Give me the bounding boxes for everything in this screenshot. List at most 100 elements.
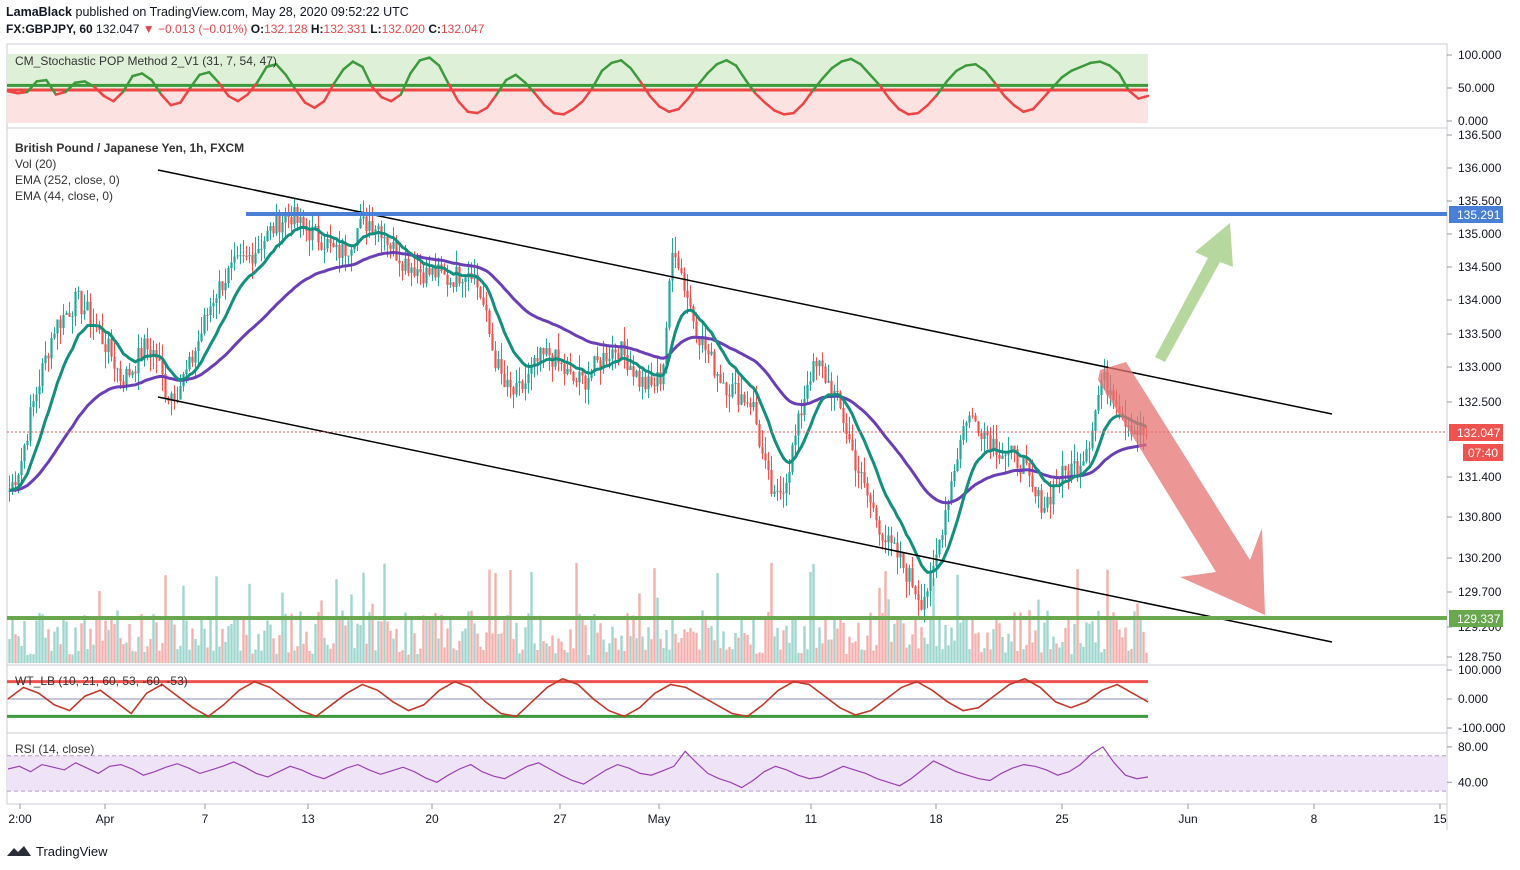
stoch-segment — [1127, 89, 1140, 100]
volume-bar — [32, 654, 35, 663]
volume-bar — [734, 632, 737, 663]
volume-bar — [437, 638, 440, 663]
volume-bar — [578, 613, 581, 663]
stoch-segment — [16, 90, 29, 95]
time-tick-label: 11 — [805, 812, 818, 826]
candle-body — [821, 360, 824, 367]
tradingview-brand[interactable]: TradingView — [36, 843, 108, 859]
candle-body — [299, 216, 302, 223]
candle-body — [926, 591, 929, 597]
candle-body — [941, 535, 944, 540]
volume-bar — [179, 645, 182, 663]
volume-bar — [200, 617, 203, 663]
volume-bar — [389, 630, 392, 663]
volume-bar — [455, 650, 458, 663]
volume-bar — [962, 617, 965, 663]
time-axis[interactable]: 2:00 Apr 7 13 20 27 May 11 18 25 Jun 8 15 — [8, 804, 1447, 826]
candle-body — [482, 297, 485, 305]
stoch-segment — [504, 73, 517, 82]
volume-bar — [584, 625, 587, 663]
indicator-ema44[interactable]: EMA (44, close, 0) — [15, 189, 113, 203]
ema-44-line — [8, 225, 1148, 574]
candle-body — [110, 338, 113, 357]
stoch-segment — [1041, 86, 1054, 100]
candle-body — [179, 386, 182, 400]
price-pane[interactable]: British Pound / Japanese Yen, 1h, FXCM V… — [7, 128, 1502, 664]
volume-bar — [11, 619, 14, 663]
wavetrend-pane[interactable]: WT_LB (10, 21, 60, 53, -60, -53) 100.000… — [7, 663, 1506, 735]
candle-body — [908, 568, 911, 582]
volume-bar — [719, 648, 722, 663]
rsi-band — [7, 755, 1447, 792]
volume-bar — [533, 643, 536, 663]
volume-bar — [92, 644, 95, 663]
candle-body — [347, 255, 350, 257]
volume-bar — [854, 641, 857, 663]
candle-body — [848, 433, 851, 440]
volume-bar — [1103, 648, 1106, 663]
rsi-tick-label: 80.00 — [1458, 740, 1488, 754]
volume-bar — [344, 625, 347, 663]
rsi-pane[interactable]: RSI (14, close) 80.00 40.00 — [7, 740, 1488, 792]
stoch-segment — [677, 97, 690, 111]
candle-body — [455, 266, 458, 288]
volume-bar — [293, 650, 296, 663]
candle-body — [32, 401, 35, 408]
candle-body — [593, 356, 596, 373]
volume-bar — [317, 612, 320, 663]
candle-body — [461, 281, 464, 284]
volume-bar — [815, 647, 818, 663]
candle-body — [956, 459, 959, 471]
volume-bar — [23, 620, 26, 663]
candle-body — [56, 319, 59, 334]
volume-bar — [206, 647, 209, 663]
candle-body — [542, 347, 545, 355]
candle-body — [512, 387, 515, 395]
candle-body — [257, 248, 260, 254]
indicator-ema252[interactable]: EMA (252, close, 0) — [15, 173, 120, 187]
volume-bar — [413, 633, 416, 663]
volume-bar — [554, 653, 557, 663]
candle-body — [215, 298, 218, 304]
volume-bar — [953, 640, 956, 663]
candle-body — [932, 566, 935, 571]
volume-bar — [1025, 644, 1028, 663]
chart-canvas[interactable]: CM_Stochastic POP Method 2_V1 (31, 7, 54… — [0, 0, 1520, 840]
price-tick-label: 133.500 — [1458, 327, 1502, 341]
candle-body — [650, 376, 653, 386]
stochastic-pane[interactable]: CM_Stochastic POP Method 2_V1 (31, 7, 54… — [6, 48, 1502, 128]
candle-body — [17, 474, 20, 486]
volume-bar — [551, 635, 554, 663]
candles — [8, 198, 1148, 623]
candle-body — [245, 256, 248, 258]
stoch-segment — [179, 86, 192, 104]
indicator-vol[interactable]: Vol (20) — [15, 157, 56, 171]
candle-body — [266, 230, 269, 242]
symbol-label[interactable]: FX:GBPJPY, 60 — [6, 22, 93, 36]
volume-bar — [1088, 623, 1091, 663]
candle-body — [656, 372, 659, 387]
candle-body — [824, 366, 827, 383]
candle-body — [1037, 490, 1040, 497]
candle-body — [884, 540, 887, 543]
candle-body — [785, 482, 788, 494]
stoch-segment — [227, 94, 240, 103]
stoch-segment — [935, 80, 949, 96]
volume-bar — [284, 613, 287, 663]
stoch-segment — [964, 62, 977, 67]
volume-bar — [278, 635, 281, 663]
candle-body — [827, 380, 830, 383]
volume-bar — [725, 649, 728, 663]
volume-bar — [1079, 643, 1082, 663]
volume-bar — [380, 621, 383, 663]
volume-bar — [113, 624, 116, 663]
author-name[interactable]: LamaBlack — [6, 5, 73, 19]
volume-bar — [185, 620, 188, 663]
volume-bar — [29, 653, 32, 663]
volume-bar — [398, 651, 401, 663]
stoch-segment — [25, 80, 38, 94]
candle-body — [533, 358, 536, 367]
candle-body — [935, 554, 938, 567]
wt-series-line — [7, 677, 1149, 718]
volume-bar — [314, 623, 317, 663]
